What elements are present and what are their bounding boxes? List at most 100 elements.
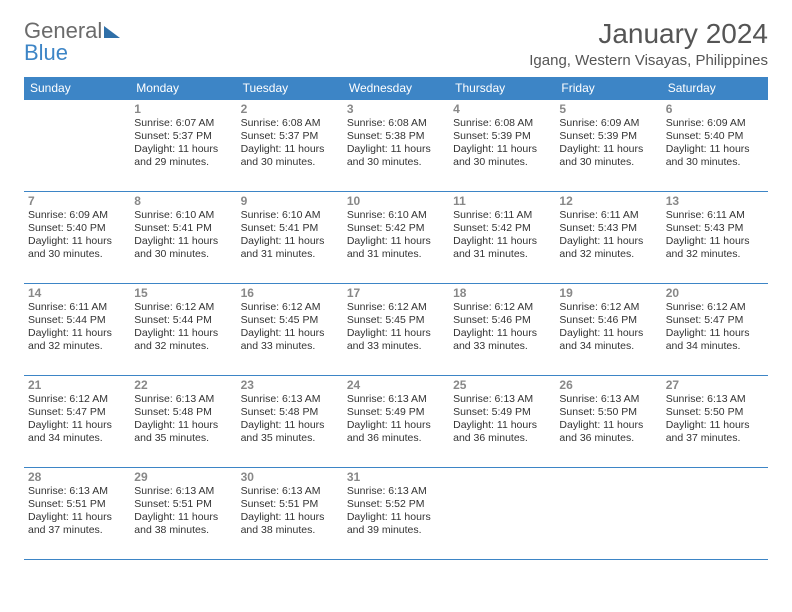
calendar-day-cell	[662, 468, 768, 560]
day-info: Sunrise: 6:07 AMSunset: 5:37 PMDaylight:…	[134, 117, 232, 170]
calendar-week-row: 21Sunrise: 6:12 AMSunset: 5:47 PMDayligh…	[24, 376, 768, 468]
day-info: Sunrise: 6:08 AMSunset: 5:39 PMDaylight:…	[453, 117, 551, 170]
day-number: 25	[453, 378, 551, 392]
day-info: Sunrise: 6:10 AMSunset: 5:41 PMDaylight:…	[134, 209, 232, 262]
day-number: 21	[28, 378, 126, 392]
location-subtitle: Igang, Western Visayas, Philippines	[529, 52, 768, 69]
calendar-week-row: 28Sunrise: 6:13 AMSunset: 5:51 PMDayligh…	[24, 468, 768, 560]
calendar-body: 1Sunrise: 6:07 AMSunset: 5:37 PMDaylight…	[24, 100, 768, 560]
calendar-day-cell: 19Sunrise: 6:12 AMSunset: 5:46 PMDayligh…	[555, 284, 661, 376]
weekday-header: Sunday	[24, 77, 130, 100]
calendar-day-cell: 12Sunrise: 6:11 AMSunset: 5:43 PMDayligh…	[555, 192, 661, 284]
day-info: Sunrise: 6:12 AMSunset: 5:45 PMDaylight:…	[241, 301, 339, 354]
weekday-header: Wednesday	[343, 77, 449, 100]
day-info: Sunrise: 6:13 AMSunset: 5:49 PMDaylight:…	[347, 393, 445, 446]
day-number: 30	[241, 470, 339, 484]
day-info: Sunrise: 6:11 AMSunset: 5:44 PMDaylight:…	[28, 301, 126, 354]
calendar-day-cell: 2Sunrise: 6:08 AMSunset: 5:37 PMDaylight…	[237, 100, 343, 192]
calendar-day-cell: 20Sunrise: 6:12 AMSunset: 5:47 PMDayligh…	[662, 284, 768, 376]
document-header: General Blue January 2024 Igang, Western…	[24, 18, 768, 69]
day-info: Sunrise: 6:08 AMSunset: 5:37 PMDaylight:…	[241, 117, 339, 170]
calendar-day-cell	[449, 468, 555, 560]
calendar-day-cell: 9Sunrise: 6:10 AMSunset: 5:41 PMDaylight…	[237, 192, 343, 284]
calendar-week-row: 7Sunrise: 6:09 AMSunset: 5:40 PMDaylight…	[24, 192, 768, 284]
day-info: Sunrise: 6:09 AMSunset: 5:40 PMDaylight:…	[28, 209, 126, 262]
calendar-day-cell: 6Sunrise: 6:09 AMSunset: 5:40 PMDaylight…	[662, 100, 768, 192]
calendar-day-cell	[555, 468, 661, 560]
calendar-day-cell: 16Sunrise: 6:12 AMSunset: 5:45 PMDayligh…	[237, 284, 343, 376]
day-info: Sunrise: 6:08 AMSunset: 5:38 PMDaylight:…	[347, 117, 445, 170]
day-number: 4	[453, 102, 551, 116]
day-number: 12	[559, 194, 657, 208]
day-info: Sunrise: 6:12 AMSunset: 5:46 PMDaylight:…	[559, 301, 657, 354]
calendar-day-cell: 14Sunrise: 6:11 AMSunset: 5:44 PMDayligh…	[24, 284, 130, 376]
day-info: Sunrise: 6:11 AMSunset: 5:42 PMDaylight:…	[453, 209, 551, 262]
calendar-day-cell: 13Sunrise: 6:11 AMSunset: 5:43 PMDayligh…	[662, 192, 768, 284]
calendar-table: SundayMondayTuesdayWednesdayThursdayFrid…	[24, 77, 768, 560]
day-number: 13	[666, 194, 764, 208]
day-info: Sunrise: 6:09 AMSunset: 5:40 PMDaylight:…	[666, 117, 764, 170]
day-number: 23	[241, 378, 339, 392]
day-number: 3	[347, 102, 445, 116]
calendar-day-cell: 22Sunrise: 6:13 AMSunset: 5:48 PMDayligh…	[130, 376, 236, 468]
weekday-header-row: SundayMondayTuesdayWednesdayThursdayFrid…	[24, 77, 768, 100]
calendar-day-cell: 1Sunrise: 6:07 AMSunset: 5:37 PMDaylight…	[130, 100, 236, 192]
day-number: 10	[347, 194, 445, 208]
weekday-header: Friday	[555, 77, 661, 100]
day-number: 29	[134, 470, 232, 484]
weekday-header: Monday	[130, 77, 236, 100]
day-number: 16	[241, 286, 339, 300]
calendar-day-cell: 11Sunrise: 6:11 AMSunset: 5:42 PMDayligh…	[449, 192, 555, 284]
day-number: 18	[453, 286, 551, 300]
calendar-day-cell: 15Sunrise: 6:12 AMSunset: 5:44 PMDayligh…	[130, 284, 236, 376]
brand-triangle-icon	[104, 26, 120, 38]
calendar-day-cell: 30Sunrise: 6:13 AMSunset: 5:51 PMDayligh…	[237, 468, 343, 560]
day-info: Sunrise: 6:13 AMSunset: 5:51 PMDaylight:…	[134, 485, 232, 538]
day-number: 1	[134, 102, 232, 116]
weekday-header: Thursday	[449, 77, 555, 100]
day-info: Sunrise: 6:12 AMSunset: 5:45 PMDaylight:…	[347, 301, 445, 354]
day-number: 28	[28, 470, 126, 484]
calendar-day-cell: 3Sunrise: 6:08 AMSunset: 5:38 PMDaylight…	[343, 100, 449, 192]
title-block: January 2024 Igang, Western Visayas, Phi…	[529, 18, 768, 69]
day-number: 20	[666, 286, 764, 300]
calendar-day-cell: 21Sunrise: 6:12 AMSunset: 5:47 PMDayligh…	[24, 376, 130, 468]
day-info: Sunrise: 6:11 AMSunset: 5:43 PMDaylight:…	[559, 209, 657, 262]
calendar-day-cell: 4Sunrise: 6:08 AMSunset: 5:39 PMDaylight…	[449, 100, 555, 192]
calendar-week-row: 1Sunrise: 6:07 AMSunset: 5:37 PMDaylight…	[24, 100, 768, 192]
day-number: 22	[134, 378, 232, 392]
day-number: 27	[666, 378, 764, 392]
calendar-week-row: 14Sunrise: 6:11 AMSunset: 5:44 PMDayligh…	[24, 284, 768, 376]
calendar-day-cell: 10Sunrise: 6:10 AMSunset: 5:42 PMDayligh…	[343, 192, 449, 284]
calendar-day-cell: 29Sunrise: 6:13 AMSunset: 5:51 PMDayligh…	[130, 468, 236, 560]
day-info: Sunrise: 6:13 AMSunset: 5:48 PMDaylight:…	[134, 393, 232, 446]
brand-part2: Blue	[24, 40, 68, 66]
day-number: 15	[134, 286, 232, 300]
calendar-day-cell: 7Sunrise: 6:09 AMSunset: 5:40 PMDaylight…	[24, 192, 130, 284]
day-number: 6	[666, 102, 764, 116]
day-number: 17	[347, 286, 445, 300]
day-number: 14	[28, 286, 126, 300]
calendar-day-cell: 23Sunrise: 6:13 AMSunset: 5:48 PMDayligh…	[237, 376, 343, 468]
calendar-day-cell: 28Sunrise: 6:13 AMSunset: 5:51 PMDayligh…	[24, 468, 130, 560]
day-info: Sunrise: 6:13 AMSunset: 5:51 PMDaylight:…	[28, 485, 126, 538]
calendar-day-cell: 18Sunrise: 6:12 AMSunset: 5:46 PMDayligh…	[449, 284, 555, 376]
day-info: Sunrise: 6:12 AMSunset: 5:47 PMDaylight:…	[666, 301, 764, 354]
calendar-day-cell: 24Sunrise: 6:13 AMSunset: 5:49 PMDayligh…	[343, 376, 449, 468]
day-info: Sunrise: 6:09 AMSunset: 5:39 PMDaylight:…	[559, 117, 657, 170]
month-title: January 2024	[529, 18, 768, 50]
brand-logo: General Blue	[24, 18, 120, 66]
day-info: Sunrise: 6:12 AMSunset: 5:44 PMDaylight:…	[134, 301, 232, 354]
day-info: Sunrise: 6:11 AMSunset: 5:43 PMDaylight:…	[666, 209, 764, 262]
calendar-day-cell	[24, 100, 130, 192]
day-number: 19	[559, 286, 657, 300]
day-number: 24	[347, 378, 445, 392]
day-number: 8	[134, 194, 232, 208]
day-number: 7	[28, 194, 126, 208]
day-number: 11	[453, 194, 551, 208]
day-number: 9	[241, 194, 339, 208]
day-number: 31	[347, 470, 445, 484]
day-number: 26	[559, 378, 657, 392]
day-number: 5	[559, 102, 657, 116]
day-info: Sunrise: 6:13 AMSunset: 5:50 PMDaylight:…	[666, 393, 764, 446]
